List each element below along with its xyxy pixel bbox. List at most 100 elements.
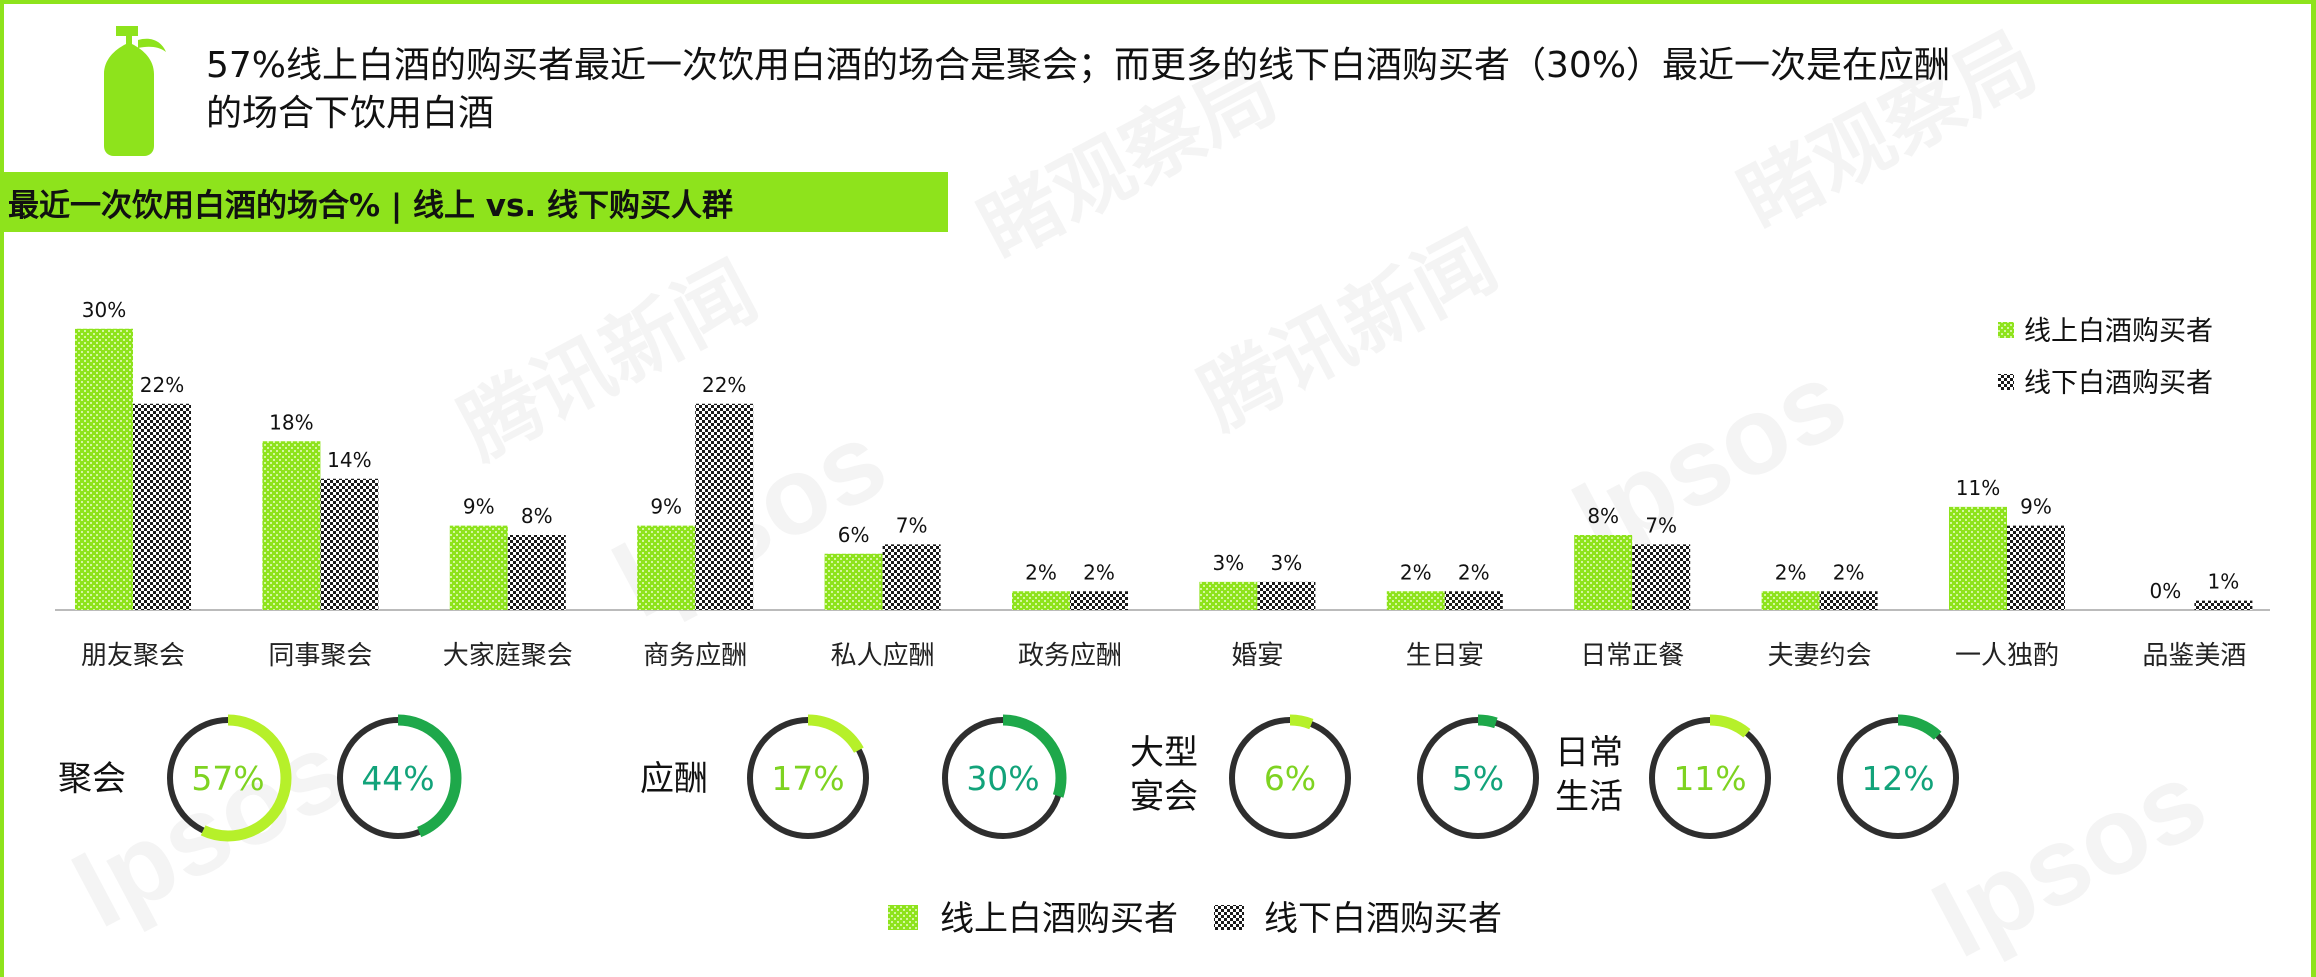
summary-legend-swatch-offline bbox=[1214, 905, 1244, 930]
summary-legend: 线上白酒购买者 线下白酒购买者 bbox=[888, 899, 1502, 939]
ring-online-2-arc bbox=[1226, 714, 1354, 842]
summary-label-2-line1: 大型 bbox=[1130, 733, 1198, 773]
data-label-online-6: 3% bbox=[1213, 551, 1245, 575]
bar-online-1 bbox=[262, 441, 321, 610]
ring-online-0-arc bbox=[164, 714, 292, 842]
bar-online-5 bbox=[1012, 591, 1070, 610]
data-label-offline-4: 7% bbox=[896, 513, 928, 537]
data-label-offline-8: 7% bbox=[1645, 513, 1677, 537]
data-label-online-9: 2% bbox=[1775, 560, 1807, 584]
bar-offline-3 bbox=[695, 403, 754, 610]
data-label-offline-3: 22% bbox=[702, 373, 746, 397]
ring-online-3-value: 11% bbox=[1673, 759, 1746, 798]
category-labels: 朋友聚会 同事聚会 大家庭聚会 商务应酬 私人应酬 政务应酬 婚宴 生日宴 日常正餐 夫妻约会 一人… bbox=[81, 641, 2246, 671]
category-label-0: 朋友聚会 bbox=[81, 641, 185, 671]
summary-legend-online: 线上白酒购买者 bbox=[940, 899, 1178, 939]
summary-label-0: 聚会 bbox=[58, 759, 126, 799]
category-label-7: 生日宴 bbox=[1406, 641, 1484, 671]
ring-offline-3-value: 12% bbox=[1861, 759, 1934, 798]
bar-offline-10 bbox=[2007, 525, 2065, 610]
category-label-8: 日常正餐 bbox=[1580, 641, 1684, 671]
ring-offline-1-value: 30% bbox=[966, 759, 1039, 798]
data-label-offline-2: 8% bbox=[521, 504, 553, 528]
ring-online-0-value: 57% bbox=[191, 759, 264, 798]
ring-offline-3-arc bbox=[1834, 714, 1962, 842]
category-label-2: 大家庭聚会 bbox=[443, 641, 573, 671]
data-label-online-3: 9% bbox=[650, 495, 682, 519]
data-label-online-7: 2% bbox=[1400, 560, 1432, 584]
ring-online-1-arc bbox=[744, 714, 872, 842]
data-label-online-5: 2% bbox=[1025, 560, 1057, 584]
legend-label-online: 线上白酒购买者 bbox=[2024, 316, 2213, 347]
bar-offline-4 bbox=[882, 544, 941, 610]
category-label-3: 商务应酬 bbox=[643, 641, 747, 671]
headline-line-2: 的场合下饮用白酒 bbox=[206, 93, 495, 134]
category-label-10: 一人独酌 bbox=[1955, 641, 2059, 671]
top-accent-strip bbox=[0, 0, 2316, 4]
data-label-offline-1: 14% bbox=[327, 448, 371, 472]
ring-offline-0-value: 44% bbox=[361, 759, 434, 798]
bar-online-6 bbox=[1199, 581, 1258, 610]
bar-offline-8 bbox=[1632, 544, 1691, 610]
legend-swatch-online bbox=[1998, 322, 2014, 338]
headline-line-1: 57%线上白酒的购买者最近一次饮用白酒的场合是聚会；而更多的线下白酒购买者（30… bbox=[206, 45, 1951, 86]
ring-offline-1-arc bbox=[939, 714, 1067, 842]
chart-title: 最近一次饮用白酒的场合% | 线上 vs. 线下购买人群 bbox=[8, 188, 733, 224]
baijiu-bottle-icon bbox=[104, 26, 166, 156]
data-label-offline-10: 9% bbox=[2020, 495, 2052, 519]
headline: 57%线上白酒的购买者最近一次饮用白酒的场合是聚会；而更多的线下白酒购买者（30… bbox=[206, 42, 2256, 138]
bar-offline-11 bbox=[2194, 600, 2253, 610]
data-label-online-2: 9% bbox=[463, 495, 495, 519]
chart-title-banner: 最近一次饮用白酒的场合% | 线上 vs. 线下购买人群 bbox=[0, 172, 948, 232]
chart-legend: 线上白酒购买者 线下白酒购买者 bbox=[1998, 316, 2213, 399]
summary-legend-swatch-online bbox=[888, 905, 918, 930]
data-label-online-10: 11% bbox=[1956, 476, 2000, 500]
data-label-online-4: 6% bbox=[838, 523, 870, 547]
ring-offline-0-arc bbox=[334, 714, 462, 842]
summary-label-2-line2: 宴会 bbox=[1130, 777, 1198, 817]
bar-online-4 bbox=[824, 553, 883, 610]
category-label-6: 婚宴 bbox=[1231, 641, 1283, 671]
bar-online-9 bbox=[1761, 591, 1820, 610]
bar-online-3 bbox=[637, 525, 696, 610]
data-label-offline-6: 3% bbox=[1271, 551, 1303, 575]
bar-marks: 30% 22% 18% 14% 9% 8% 9% 22% 6% 7% 2% 2% 3% 3% 2% 2% 8% 7… bbox=[75, 298, 2253, 610]
category-label-11: 品鉴美酒 bbox=[2142, 641, 2246, 671]
bar-offline-0 bbox=[133, 403, 191, 610]
data-label-online-11: 0% bbox=[2150, 579, 2182, 603]
data-label-online-1: 18% bbox=[269, 410, 313, 434]
bar-online-2 bbox=[449, 525, 508, 610]
category-label-4: 私人应酬 bbox=[831, 641, 935, 671]
data-label-online-0: 30% bbox=[82, 298, 126, 322]
data-label-offline-11: 1% bbox=[2208, 570, 2240, 594]
ring-online-2-value: 6% bbox=[1264, 759, 1316, 798]
data-label-offline-7: 2% bbox=[1458, 560, 1490, 584]
left-accent-border bbox=[0, 0, 4, 977]
bar-offline-9 bbox=[1819, 591, 1878, 610]
bar-offline-2 bbox=[507, 535, 566, 610]
bar-offline-1 bbox=[320, 478, 379, 610]
data-label-offline-5: 2% bbox=[1083, 560, 1115, 584]
right-accent-border bbox=[2311, 0, 2316, 977]
category-label-1: 同事聚会 bbox=[268, 641, 372, 671]
summary-label-3-line2: 生活 bbox=[1555, 777, 1623, 817]
summary-label-1: 应酬 bbox=[640, 759, 708, 799]
ring-online-3-arc bbox=[1646, 714, 1774, 842]
data-label-online-8: 8% bbox=[1587, 504, 1619, 528]
data-label-offline-0: 22% bbox=[140, 373, 184, 397]
ring-online-1-value: 17% bbox=[771, 759, 844, 798]
bar-online-0 bbox=[75, 328, 133, 610]
data-label-offline-9: 2% bbox=[1833, 560, 1865, 584]
bar-online-7 bbox=[1386, 591, 1445, 610]
category-label-9: 夫妻约会 bbox=[1768, 641, 1872, 671]
ring-offline-2-arc bbox=[1414, 714, 1542, 842]
bar-online-10 bbox=[1949, 506, 2007, 610]
bar-online-8 bbox=[1574, 535, 1633, 610]
legend-label-offline: 线下白酒购买者 bbox=[2024, 368, 2213, 399]
summary-label-3-line1: 日常 bbox=[1555, 733, 1623, 773]
bar-offline-6 bbox=[1257, 581, 1316, 610]
ring-offline-2-value: 5% bbox=[1452, 759, 1504, 798]
bar-offline-5 bbox=[1070, 591, 1128, 610]
